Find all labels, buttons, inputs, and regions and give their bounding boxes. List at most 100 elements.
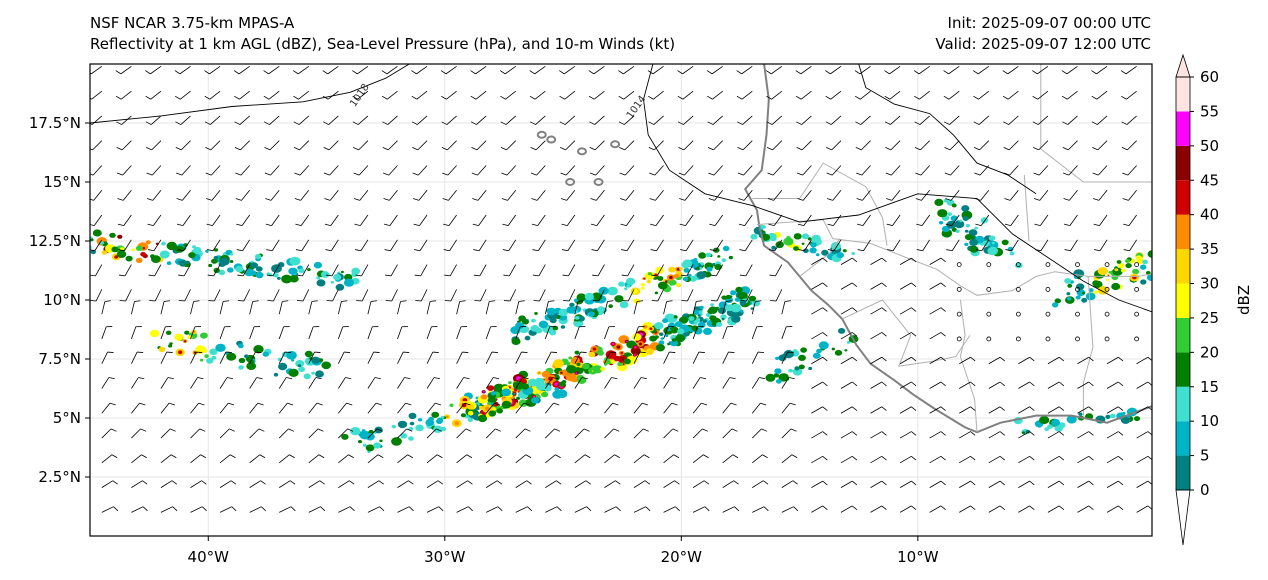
echo-cell: [705, 252, 712, 258]
wind-barb-flag: [168, 402, 175, 406]
echo-cell: [92, 229, 102, 237]
echo-cell: [131, 248, 136, 252]
wind-barb-staff: [1047, 505, 1060, 513]
wind-barb-flag: [911, 282, 917, 287]
wind-barb-staff: [655, 190, 664, 201]
echo-cell: [592, 365, 603, 374]
wind-barb-staff: [1136, 406, 1149, 414]
wind-barb-staff: [685, 239, 694, 251]
echo-cell: [295, 360, 305, 368]
wind-barb-staff: [1037, 115, 1049, 125]
wind-barb-flag: [851, 307, 858, 312]
wind-barb-staff: [773, 190, 783, 201]
wind-barb-flag: [142, 480, 148, 485]
wind-barb-flag: [474, 300, 481, 302]
wind-barb-staff: [190, 301, 194, 315]
wind-barb-staff: [604, 402, 613, 414]
wind-barb-staff: [1011, 239, 1019, 251]
wind-barb-flag: [884, 70, 890, 75]
wind-barb-staff: [390, 239, 398, 251]
wind-barb-staff: [899, 282, 912, 290]
echo-cell: [206, 357, 214, 364]
wind-barb-staff: [1077, 455, 1089, 464]
calm-wind-marker: [1015, 262, 1021, 268]
wind-barb-flag: [737, 147, 744, 151]
echo-cell: [626, 277, 636, 286]
wind-barb-staff: [308, 377, 317, 389]
wind-barb-staff: [1037, 66, 1049, 75]
echo-cell: [530, 325, 540, 332]
echo-cell: [238, 357, 246, 364]
wind-barb-flag: [559, 95, 565, 100]
wind-barb-staff: [121, 140, 132, 151]
wind-barb-flag: [405, 402, 412, 406]
wind-barb-flag: [466, 454, 473, 459]
wind-barb-staff: [308, 301, 313, 315]
wind-barb-staff: [120, 90, 132, 100]
wind-barb-staff: [773, 214, 783, 226]
wind-barb-flag: [116, 172, 123, 176]
colorbar-tick-label: 5: [1200, 447, 1210, 465]
echo-cell: [273, 273, 279, 278]
wind-barb-flag: [944, 147, 951, 151]
echo-cell: [200, 332, 208, 339]
wind-barb-staff: [899, 381, 912, 389]
wind-barb-staff: [337, 301, 342, 315]
wind-barb-flag: [738, 198, 745, 201]
wind-barb-staff: [515, 506, 528, 513]
wind-barb-staff: [367, 454, 379, 464]
wind-barb-staff: [358, 140, 369, 151]
wind-barb-flag: [911, 257, 917, 263]
wind-barb-flag: [430, 300, 437, 302]
wind-barb-staff: [1038, 165, 1049, 176]
echo-cell: [597, 306, 605, 313]
wind-barb-flag: [851, 431, 858, 436]
lat-tick-label: 7.5°N: [38, 350, 81, 368]
wind-barb-flag: [1122, 172, 1129, 176]
echo-cell: [682, 276, 689, 282]
wind-barb-flag: [435, 402, 442, 406]
echo-cell: [244, 354, 249, 359]
echo-cell: [195, 345, 206, 354]
wind-barb-flag: [975, 249, 982, 252]
wind-barb-staff: [692, 351, 700, 364]
wind-barb-flag: [1088, 431, 1094, 436]
wind-barb-flag: [736, 95, 743, 100]
wind-barb-staff: [566, 214, 576, 226]
wind-barb-flag: [586, 506, 592, 512]
wind-barb-flag: [855, 147, 862, 151]
wind-barb-flag: [554, 428, 561, 432]
wind-barb-staff: [663, 506, 676, 513]
wind-barb-flag: [561, 249, 568, 252]
calm-wind-marker: [956, 286, 962, 292]
wind-barb-flag: [887, 249, 894, 252]
wind-barb-flag: [725, 300, 732, 302]
wind-barb-staff: [131, 402, 140, 414]
calm-wind-marker: [956, 262, 962, 268]
wind-barb-staff: [308, 351, 315, 364]
wind-barb-staff: [1106, 406, 1119, 414]
echo-cell: [467, 410, 474, 416]
wind-barb-staff: [722, 454, 734, 464]
wind-barb-flag: [134, 300, 141, 302]
wind-barb-staff: [391, 289, 398, 302]
echo-core: [592, 347, 597, 351]
echo-cell: [255, 271, 264, 279]
wind-barb-flag: [352, 95, 358, 100]
echo-cell: [1094, 278, 1099, 281]
echo-cell: [449, 403, 454, 407]
wind-barb-staff: [367, 506, 380, 513]
wind-barb-flag: [496, 454, 502, 459]
wind-barb-flag: [884, 121, 891, 125]
wind-barb-staff: [1077, 431, 1089, 439]
wind-barb-staff: [338, 428, 348, 439]
wind-barb-flag: [914, 95, 920, 100]
echo-cell: [391, 437, 402, 446]
wind-barb-flag: [642, 402, 648, 406]
wind-barb-staff: [1096, 90, 1108, 100]
wind-barb-staff: [101, 402, 111, 414]
echo-cell: [654, 291, 659, 295]
wind-barb-staff: [1099, 239, 1108, 251]
wind-barb-flag: [322, 70, 328, 75]
wind-barb-staff: [979, 165, 990, 176]
